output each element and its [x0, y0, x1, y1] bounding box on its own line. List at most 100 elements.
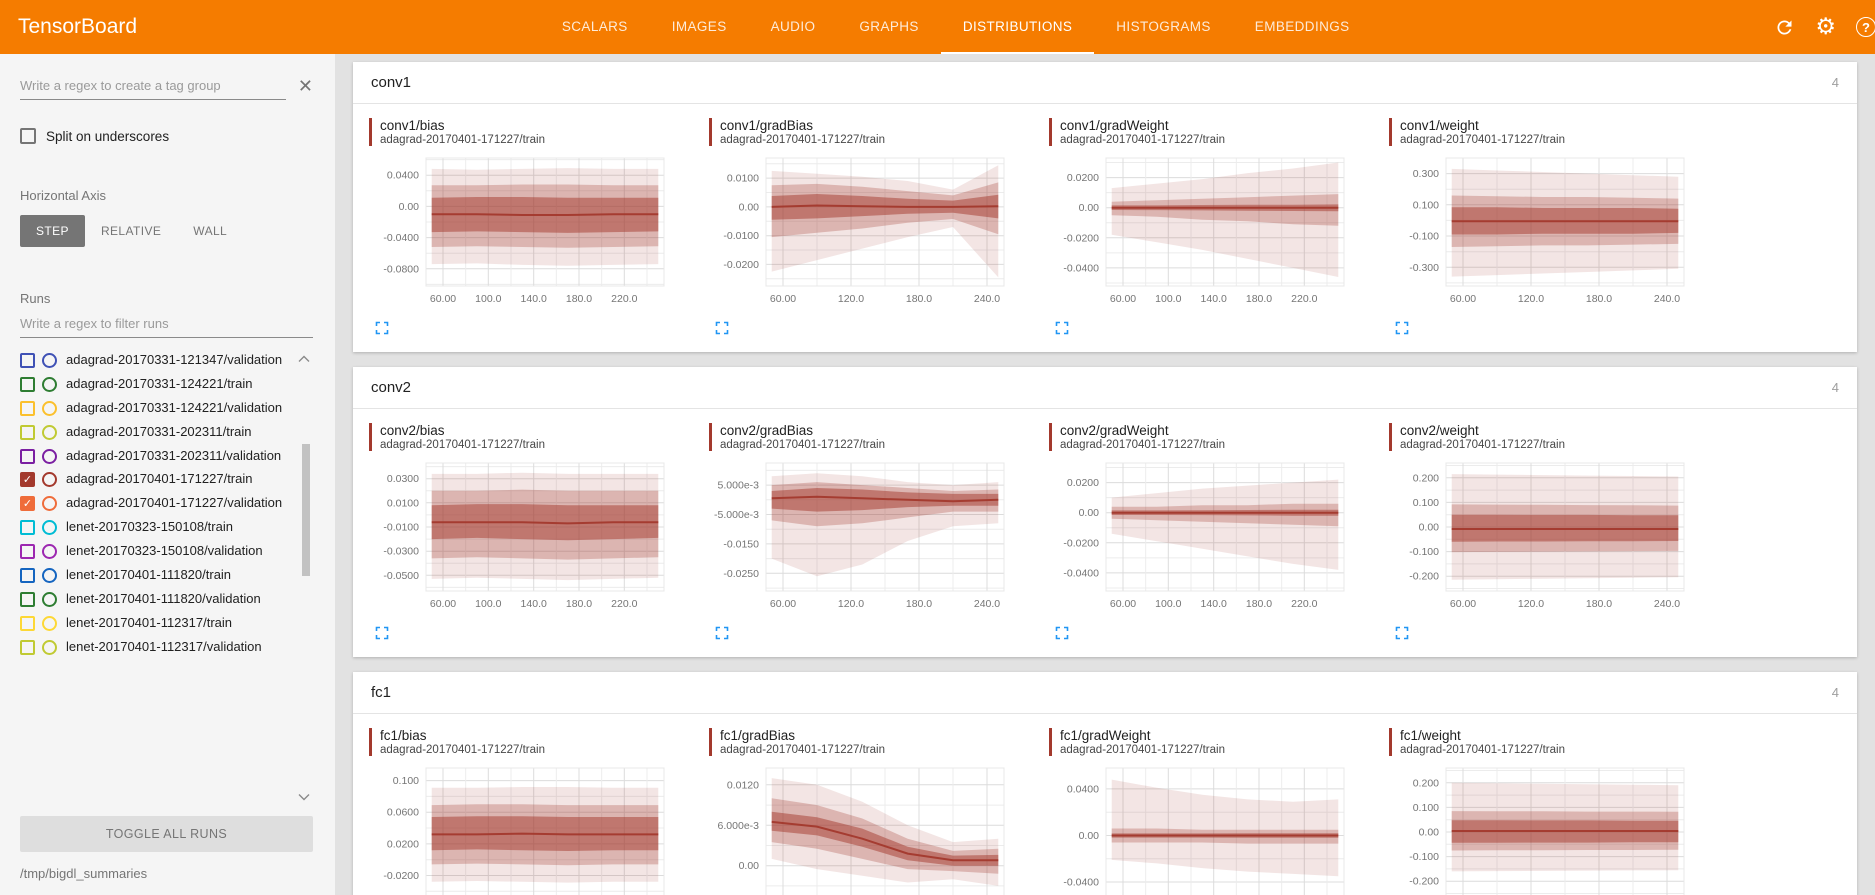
- expand-chart-button[interactable]: [1055, 321, 1071, 340]
- tab-scalars[interactable]: SCALARS: [561, 18, 628, 34]
- split-underscores-checkbox[interactable]: [20, 128, 36, 144]
- chart-tag-name: fc1/gradWeight: [1060, 728, 1151, 743]
- svg-text:-0.0800: -0.0800: [383, 263, 419, 275]
- distribution-plot[interactable]: 0.2000.1000.00-0.100-0.20060.00120.0180.…: [1389, 762, 1691, 895]
- run-item[interactable]: ✓ adagrad-20170401-171227/train: [20, 471, 297, 488]
- distribution-plot[interactable]: 0.0200 0.00 -0.0200 -0.0400 60.00 100.0 140.0 1…: [1049, 457, 1351, 613]
- tab-embeddings[interactable]: EMBEDDINGS: [1254, 18, 1350, 34]
- tab-images[interactable]: IMAGES: [671, 18, 727, 34]
- chart-run-name: adagrad-20170401-171227/train: [720, 134, 885, 146]
- run-checkbox[interactable]: ✓: [20, 496, 35, 512]
- run-item[interactable]: lenet-20170323-150108/validation: [20, 543, 297, 560]
- expand-chart-button[interactable]: [1055, 626, 1071, 645]
- runs-scrollbar[interactable]: [302, 366, 310, 792]
- run-isolator-radio[interactable]: [42, 472, 57, 488]
- axis-option-wall[interactable]: WALL: [177, 215, 243, 247]
- run-checkbox[interactable]: [20, 448, 35, 464]
- run-item[interactable]: adagrad-20170331-124221/train: [20, 376, 297, 393]
- expand-chart-button[interactable]: [375, 626, 391, 645]
- split-underscores-option[interactable]: Split on underscores: [20, 128, 313, 144]
- run-isolator-radio[interactable]: [42, 376, 57, 392]
- distribution-plot[interactable]: 0.1000.06000.0200-0.020060.00100.0140.01…: [369, 762, 671, 895]
- run-isolator-radio[interactable]: [42, 639, 57, 655]
- tag-group-header[interactable]: fc1 4: [353, 672, 1857, 714]
- toggle-all-runs-button[interactable]: TOGGLE ALL RUNS: [20, 816, 313, 852]
- expand-chart-button[interactable]: [715, 321, 731, 340]
- close-icon[interactable]: ✕: [297, 76, 313, 96]
- tag-regex-input[interactable]: [20, 72, 286, 100]
- chart-card: conv1/weight adagrad-20170401-171227/trai…: [1389, 118, 1701, 342]
- run-item[interactable]: lenet-20170323-150108/train: [20, 519, 297, 536]
- run-item[interactable]: lenet-20170401-111820/validation: [20, 591, 297, 608]
- runs-label: Runs: [20, 291, 51, 306]
- distribution-plot[interactable]: 0.0400 0.00 -0.0400 -0.0800 60.00 100.0 140.0 1…: [369, 152, 671, 308]
- tab-graphs[interactable]: GRAPHS: [859, 18, 919, 34]
- run-item[interactable]: adagrad-20170331-202311/validation: [20, 448, 297, 465]
- run-checkbox[interactable]: [20, 400, 35, 416]
- run-item[interactable]: ✓ adagrad-20170401-171227/validation: [20, 495, 297, 512]
- run-checkbox[interactable]: [20, 568, 35, 584]
- run-isolator-radio[interactable]: [42, 400, 57, 416]
- help-icon[interactable]: ?: [1856, 17, 1875, 37]
- axis-option-relative[interactable]: RELATIVE: [85, 215, 177, 247]
- tag-group-header[interactable]: conv1 4: [353, 62, 1857, 104]
- distribution-plot[interactable]: 0.0200 0.00 -0.0200 -0.0400 60.00 100.0 140.0 1…: [1049, 152, 1351, 308]
- distribution-plot[interactable]: 0.300 0.100 -0.100 -0.300 60.00 120.0 180.0 240…: [1389, 152, 1691, 308]
- run-item[interactable]: adagrad-20170331-124221/validation: [20, 400, 297, 417]
- run-checkbox[interactable]: [20, 591, 35, 607]
- run-isolator-radio[interactable]: [42, 615, 57, 631]
- chart-tag-name: conv1/gradBias: [720, 118, 814, 133]
- settings-icon[interactable]: ⚙: [1815, 14, 1836, 40]
- run-isolator-radio[interactable]: [42, 591, 57, 607]
- run-checkbox[interactable]: [20, 520, 35, 536]
- run-checkbox[interactable]: [20, 544, 35, 560]
- tag-group-header[interactable]: conv2 4: [353, 367, 1857, 409]
- run-checkbox[interactable]: ✓: [20, 472, 35, 488]
- expand-chart-button[interactable]: [1395, 321, 1411, 340]
- tab-audio[interactable]: AUDIO: [770, 18, 816, 34]
- run-item[interactable]: lenet-20170401-112317/validation: [20, 639, 297, 656]
- distribution-plot[interactable]: 0.0300 0.0100 -0.0100 -0.0300 -0.0500 60.00 10…: [369, 457, 671, 613]
- run-checkbox[interactable]: [20, 424, 35, 440]
- run-item[interactable]: lenet-20170401-111820/train: [20, 567, 297, 584]
- chart-run-name: adagrad-20170401-171227/train: [380, 744, 545, 756]
- run-isolator-radio[interactable]: [42, 568, 57, 584]
- tab-histograms[interactable]: HISTOGRAMS: [1116, 18, 1211, 34]
- svg-text:-0.0100: -0.0100: [723, 230, 759, 242]
- run-isolator-radio[interactable]: [42, 448, 57, 464]
- run-isolator-radio[interactable]: [42, 353, 57, 368]
- scroll-down-icon[interactable]: [297, 788, 311, 806]
- distribution-plot[interactable]: 0.04000.00-0.040060.00100.0140.0180.0220…: [1049, 762, 1351, 895]
- chart-card: conv2/bias adagrad-20170401-171227/train 0…: [369, 423, 681, 647]
- run-item[interactable]: lenet-20170401-112317/train: [20, 615, 297, 632]
- tab-distributions[interactable]: DISTRIBUTIONS: [940, 0, 1095, 54]
- svg-text:0.0100: 0.0100: [387, 497, 419, 509]
- run-item[interactable]: adagrad-20170331-202311/train: [20, 424, 297, 441]
- distribution-plot[interactable]: 5.000e-3 -5.000e-3 -0.0150 -0.0250 60.00 120.…: [709, 457, 1011, 613]
- run-isolator-radio[interactable]: [42, 544, 57, 560]
- run-isolator-radio[interactable]: [42, 520, 57, 536]
- run-isolator-radio[interactable]: [42, 496, 57, 512]
- run-checkbox[interactable]: [20, 353, 35, 368]
- run-checkbox[interactable]: [20, 639, 35, 655]
- run-checkbox[interactable]: [20, 615, 35, 631]
- run-label: adagrad-20170331-121347/validation: [66, 352, 283, 367]
- expand-chart-button[interactable]: [1395, 626, 1411, 645]
- scrollbar-thumb[interactable]: [302, 444, 310, 576]
- run-item[interactable]: adagrad-20170331-121347/validation: [20, 352, 297, 369]
- distribution-plot[interactable]: 0.0100 0.00 -0.0100 -0.0200 60.00 120.0 180.0 2…: [709, 152, 1011, 308]
- chart-card: conv1/gradBias adagrad-20170401-171227/tr…: [709, 118, 1021, 342]
- svg-text:140.0: 140.0: [521, 293, 547, 305]
- run-label: lenet-20170401-112317/train: [66, 614, 233, 630]
- scroll-up-icon[interactable]: [297, 352, 311, 368]
- expand-chart-button[interactable]: [715, 626, 731, 645]
- axis-option-step[interactable]: STEP: [20, 215, 85, 247]
- run-checkbox[interactable]: [20, 376, 35, 392]
- run-isolator-radio[interactable]: [42, 424, 57, 440]
- expand-chart-button[interactable]: [375, 321, 391, 340]
- run-regex-input[interactable]: [20, 310, 313, 338]
- refresh-icon[interactable]: [1774, 17, 1795, 38]
- chart-card: fc1/gradWeight adagrad-20170401-171227/tr…: [1049, 728, 1361, 895]
